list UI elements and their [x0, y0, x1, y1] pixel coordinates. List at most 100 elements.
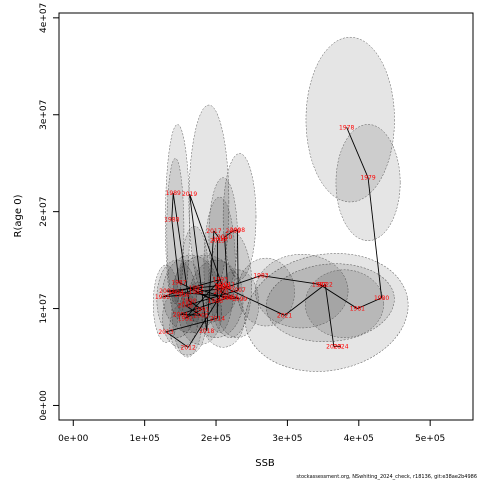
year-label: 2012 — [181, 344, 196, 351]
y-tick-label: 1e+07 — [39, 293, 49, 323]
y-tick-label: 0e+00 — [39, 390, 49, 421]
confidence-ellipse — [172, 255, 238, 324]
year-label: 1980 — [374, 295, 389, 302]
year-label: 1986 — [208, 298, 223, 305]
year-label: 1997 — [188, 285, 203, 292]
y-axis-label: R(age 0) — [13, 194, 24, 237]
confidence-ellipse — [222, 153, 257, 280]
confidence-ellipse — [201, 288, 245, 348]
year-label: 2009 — [226, 228, 241, 235]
year-label: 2014 — [210, 315, 225, 322]
path-segment — [165, 331, 189, 348]
x-tick-label: 3e+05 — [272, 434, 302, 444]
year-label: 1995 — [155, 294, 170, 301]
year-label: 2011 — [220, 281, 235, 288]
year-label: 2015 — [210, 238, 225, 245]
x-axis: 0e+00 1e+05 2e+05 3e+05 4e+05 5e+05 — [58, 419, 445, 444]
year-label: 2018 — [199, 328, 214, 335]
year-label: 2013 — [158, 329, 173, 336]
path-segment — [180, 313, 202, 316]
year-label: 1989 — [166, 190, 181, 197]
path-segment — [324, 284, 335, 347]
year-label: 1992 — [178, 315, 193, 322]
year-label: 2003 — [223, 294, 238, 301]
path-segment — [206, 231, 215, 331]
path-segment — [162, 294, 182, 298]
x-tick-label: 0e+00 — [58, 434, 89, 444]
confidence-ellipse — [305, 36, 395, 203]
year-label: 1991 — [194, 307, 209, 314]
year-label: 1994 — [168, 289, 183, 296]
year-label: 1990 — [181, 298, 196, 305]
path-segment — [367, 177, 383, 298]
confidence-ellipse — [166, 158, 185, 304]
path-segment — [217, 238, 220, 242]
path-segment — [175, 279, 221, 293]
year-label: 2019 — [182, 191, 197, 198]
year-labels: 1978 1979 1980 1981 1982 1983 1984 1985 1986 1987… — [155, 124, 390, 351]
path-segment — [162, 291, 177, 298]
x-tick-label: 1e+05 — [130, 434, 160, 444]
y-tick-label: 4e+07 — [39, 3, 49, 33]
year-label: 2000 — [213, 289, 228, 296]
year-label: 2002 — [159, 288, 174, 295]
year-label: 2016 — [212, 236, 227, 243]
path-segment — [181, 287, 197, 296]
confidence-ellipse — [255, 254, 349, 329]
x-tick-label: 4e+05 — [344, 434, 374, 444]
year-label: 1998 — [218, 295, 233, 302]
year-label: 2020 — [215, 283, 230, 290]
path-segment — [172, 193, 190, 301]
path-segment — [260, 275, 320, 285]
year-label: 1996 — [174, 292, 189, 299]
year-label: 2001 — [214, 282, 229, 289]
year-label: 2006 — [178, 303, 193, 310]
path-segment — [224, 230, 234, 238]
path-segment — [185, 309, 202, 319]
path-segment — [189, 194, 223, 287]
confidence-ellipse — [180, 225, 210, 334]
confidence-ellipse — [305, 269, 385, 338]
path-segment — [220, 291, 240, 300]
x-tick-label: 2e+05 — [201, 434, 231, 444]
year-label: 1983 — [253, 273, 268, 280]
confidence-ellipse — [244, 253, 409, 372]
path-segment — [222, 285, 285, 316]
year-label: 1999 — [232, 296, 247, 303]
confidence-ellipse — [162, 288, 199, 348]
path-segment — [171, 219, 180, 283]
path-segment — [213, 230, 220, 240]
confidence-ellipses — [152, 36, 409, 372]
recruitment-path — [162, 127, 383, 348]
path-segment — [224, 236, 228, 285]
path-segment — [233, 229, 238, 232]
confidence-ellipse — [237, 257, 295, 327]
year-label: 1993 — [213, 276, 228, 283]
plot-frame — [58, 12, 474, 421]
confidence-ellipse — [162, 255, 220, 334]
year-label: 2022 — [318, 281, 333, 288]
path-segment — [189, 194, 208, 331]
year-label: 1982 — [312, 281, 327, 288]
year-label: 1979 — [360, 175, 375, 182]
year-label: 2005 — [193, 312, 208, 319]
year-label: 2024 — [333, 343, 348, 350]
path-segment — [165, 317, 218, 333]
year-label: 2017 — [206, 228, 221, 235]
year-label: 2023 — [326, 343, 341, 350]
year-label: 2004 — [173, 311, 188, 318]
path-segment — [180, 296, 231, 315]
year-label: 1985 — [188, 289, 203, 296]
year-label: 1987 — [171, 279, 186, 286]
x-tick-label: 5e+05 — [415, 434, 445, 444]
path-segment — [220, 285, 223, 293]
path-segment — [284, 283, 326, 316]
footnote: stockassessment.org, NSwhiting_2024_chec… — [296, 474, 477, 480]
year-label: 2010 — [217, 234, 232, 241]
x-axis-label: SSB — [255, 458, 275, 469]
path-segment — [185, 289, 239, 307]
year-label: 1981 — [350, 306, 365, 313]
year-label: 2021 — [277, 312, 292, 319]
path-segment — [346, 127, 369, 178]
confidence-ellipse — [265, 263, 395, 343]
